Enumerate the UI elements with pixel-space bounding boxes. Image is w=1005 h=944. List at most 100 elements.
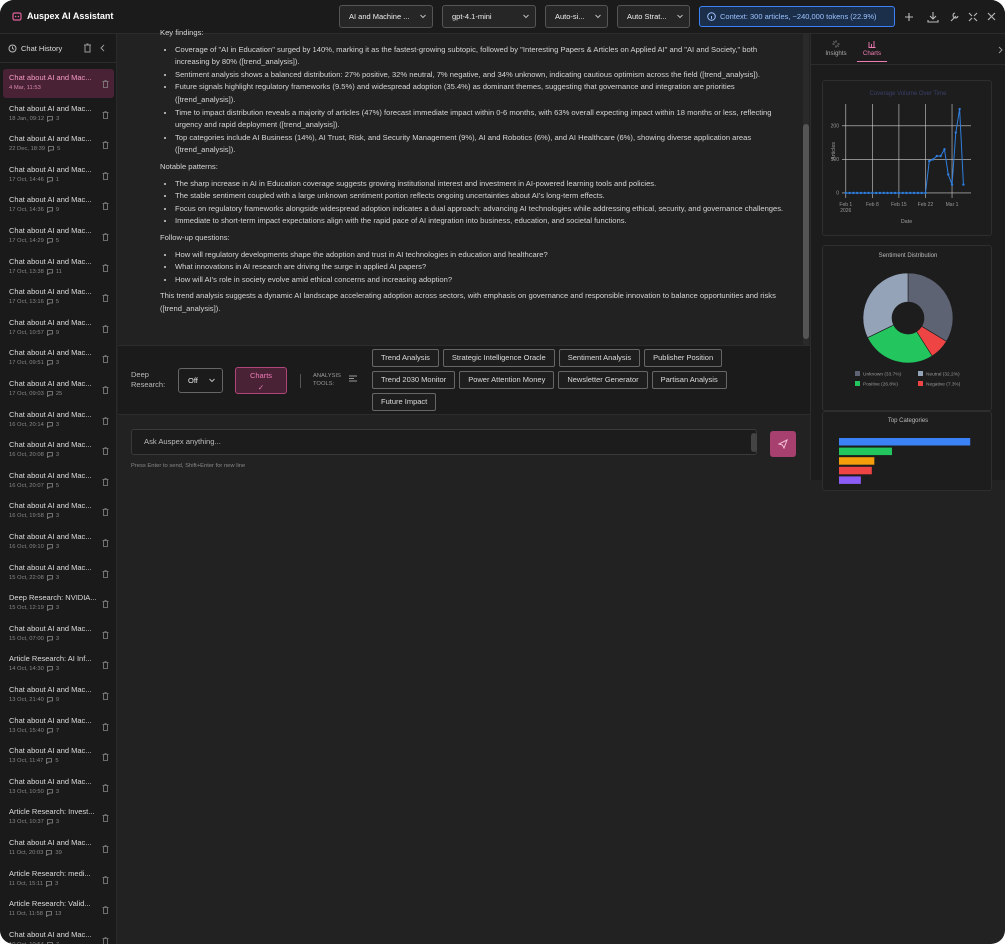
chart-card: Sentiment Distribution Unknown (33.7%) Neu… (822, 245, 992, 411)
chat-item[interactable]: Deep Research: NVIDIA... 15 Oct, 12:19 3 (3, 589, 114, 618)
chat-item[interactable]: Chat about AI and Mac... 17 Oct, 14:29 5 (3, 222, 114, 251)
header-actions[interactable] (905, 10, 1000, 24)
chat-item[interactable]: Article Research: Valid... 11 Oct, 11:58 1… (3, 895, 114, 924)
chat-item[interactable]: Chat about AI and Mac... 16 Oct, 09:10 3 (3, 528, 114, 557)
delete-icon[interactable] (102, 294, 109, 303)
tool-button[interactable]: Newsletter Generator (558, 371, 648, 389)
panel-tab[interactable]: Charts (857, 40, 887, 62)
x-tick-label: Mar 1 (946, 202, 959, 208)
delete-icon[interactable] (102, 692, 109, 700)
delete-icon[interactable] (102, 141, 109, 150)
delete-icon[interactable] (102, 569, 109, 578)
delete-icon[interactable] (102, 875, 109, 884)
collapse-icon[interactable] (100, 44, 105, 52)
delete-icon[interactable] (102, 80, 109, 88)
chat-item[interactable]: Chat about AI and Mac... 22 Dec, 18:39 5 (3, 130, 114, 159)
chat-count: 9 (55, 697, 60, 703)
chat-item[interactable]: Chat about AI and Mac... 16 Oct, 19:58 3 (3, 497, 114, 526)
chat-item[interactable]: Chat about AI and Mac... 11 Oct, 20:03 39 (3, 834, 114, 863)
chat-item[interactable]: Chat about AI and Mac... 13 Oct, 15:40 7 (3, 712, 114, 741)
chat-meta: 17 Oct, 14:46 1 (9, 177, 114, 183)
chat-item[interactable]: Chat about AI and Mac... 18 Jan, 09:12 3 (3, 100, 114, 129)
chat-item[interactable]: Chat about AI and Mac... 17 Oct, 13:16 5 (3, 283, 114, 312)
select[interactable]: gpt-4.1-mini (442, 5, 536, 28)
chat-item[interactable]: Article Research: medi... 11 Oct, 15:11 3 (3, 865, 114, 894)
chat-item[interactable]: Chat about AI and Mac... 10 Oct, 10:54 7 (3, 926, 114, 944)
point (867, 191, 870, 195)
tool-button[interactable]: Power Attention Money (459, 371, 555, 389)
chat-item[interactable]: Article Research: AI Inf... 14 Oct, 14:30… (3, 650, 114, 679)
delete-icon[interactable] (102, 630, 109, 639)
sidebar-actions[interactable] (83, 43, 109, 53)
panel-tab[interactable]: Insights (821, 40, 851, 57)
send-button[interactable] (770, 431, 796, 457)
minimize-icon[interactable] (968, 12, 978, 22)
delete-icon[interactable] (102, 324, 109, 333)
delete-icon[interactable] (102, 233, 109, 241)
chat-item[interactable]: Chat about AI and Mac... 17 Oct, 09:03 25 (3, 375, 114, 404)
delete-icon[interactable] (102, 386, 109, 394)
settings-icon[interactable] (950, 12, 959, 22)
chat-item[interactable]: Chat about AI and Mac... 15 Oct, 22:08 3 (3, 559, 114, 588)
chat-count: 11 (55, 268, 62, 275)
chat-meta: 13 Oct, 21:40 9 (9, 697, 114, 703)
delete-icon[interactable] (102, 416, 109, 425)
delete-icon[interactable] (102, 110, 109, 119)
delete-icon[interactable] (102, 783, 109, 792)
scrollbar-thumb[interactable] (803, 124, 809, 339)
chat-item[interactable]: Chat about AI and Mac... 17 Oct, 14:36 9 (3, 191, 114, 220)
chat-item[interactable]: Chat about AI and Mac... 15 Oct, 07:00 3 (3, 620, 114, 649)
chat-item[interactable]: Chat about AI and Mac... 16 Oct, 20:07 5 (3, 467, 114, 496)
clear-icon[interactable] (84, 43, 91, 53)
tool-button[interactable]: Publisher Position (644, 349, 723, 367)
delete-icon[interactable] (102, 906, 109, 915)
chat-item[interactable]: Chat about AI and Mac... 16 Oct, 20:14 3 (3, 406, 114, 435)
tool-button[interactable]: Future Impact (372, 393, 437, 411)
delete-icon[interactable] (102, 508, 109, 517)
chat-item[interactable]: Chat about AI and Mac... 13 Oct, 11:47 5 (3, 742, 114, 771)
panel-toggle[interactable] (998, 46, 1004, 54)
context-pill[interactable]: Context: 300 articles, ~240,000 tokens (… (699, 6, 895, 27)
tool-button[interactable]: Trend Analysis (372, 349, 439, 367)
tools-icon (349, 375, 357, 382)
delete-icon[interactable] (102, 661, 109, 670)
chat-title: Chat about AI and Mac... (9, 838, 92, 847)
tool-button[interactable]: Partisan Analysis (651, 371, 727, 389)
tool-button[interactable]: Strategic Intelligence Oracle (442, 349, 555, 367)
select[interactable]: Auto-si... (545, 5, 608, 28)
charts-toggle[interactable]: Charts ✓ (235, 367, 287, 394)
select[interactable]: AI and Machine ... (339, 5, 433, 28)
point (920, 191, 923, 195)
point (943, 148, 946, 151)
delete-icon[interactable] (102, 936, 109, 944)
close-icon[interactable] (987, 12, 996, 21)
delete-icon[interactable] (102, 722, 109, 731)
delete-icon[interactable] (102, 171, 109, 180)
delete-icon[interactable] (102, 600, 109, 609)
add-icon[interactable] (905, 13, 913, 21)
chat-item[interactable]: Chat about AI and Mac... 13 Oct, 21:40 9 (3, 681, 114, 710)
delete-icon[interactable] (102, 539, 109, 547)
chat-item[interactable]: Chat about AI and Mac... 17 Oct, 13:38 11 (3, 253, 114, 282)
chat-item[interactable]: Chat about AI and Mac... 4 Mar, 11:53 (3, 69, 114, 98)
delete-icon[interactable] (102, 814, 109, 823)
chat-item[interactable]: Chat about AI and Mac... 17 Oct, 14:46 1 (3, 161, 114, 190)
chat-item[interactable]: Chat about AI and Mac... 17 Oct, 10:57 9 (3, 314, 114, 343)
download-icon[interactable] (927, 12, 939, 23)
delete-icon[interactable] (102, 845, 109, 853)
delete-icon[interactable] (102, 202, 109, 211)
chat-input[interactable]: Ask Auspex anything... (131, 429, 757, 455)
delete-icon[interactable] (102, 477, 109, 486)
select[interactable]: Auto Strat... (617, 5, 690, 28)
chat-item[interactable]: Chat about AI and Mac... 16 Oct, 20:08 3 (3, 436, 114, 465)
chat-item[interactable]: Chat about AI and Mac... 17 Oct, 09:51 3 (3, 344, 114, 373)
delete-icon[interactable] (102, 355, 109, 364)
chat-item[interactable]: Chat about AI and Mac... 13 Oct, 10:50 3 (3, 773, 114, 802)
deep-research-select[interactable]: Off (178, 368, 223, 393)
delete-icon[interactable] (102, 447, 109, 456)
delete-icon[interactable] (102, 263, 109, 272)
tool-button[interactable]: Trend 2030 Monitor (372, 371, 456, 389)
tool-button[interactable]: Sentiment Analysis (558, 349, 641, 367)
chat-item[interactable]: Article Research: Invest... 13 Oct, 10:37… (3, 803, 114, 832)
delete-icon[interactable] (102, 753, 109, 762)
